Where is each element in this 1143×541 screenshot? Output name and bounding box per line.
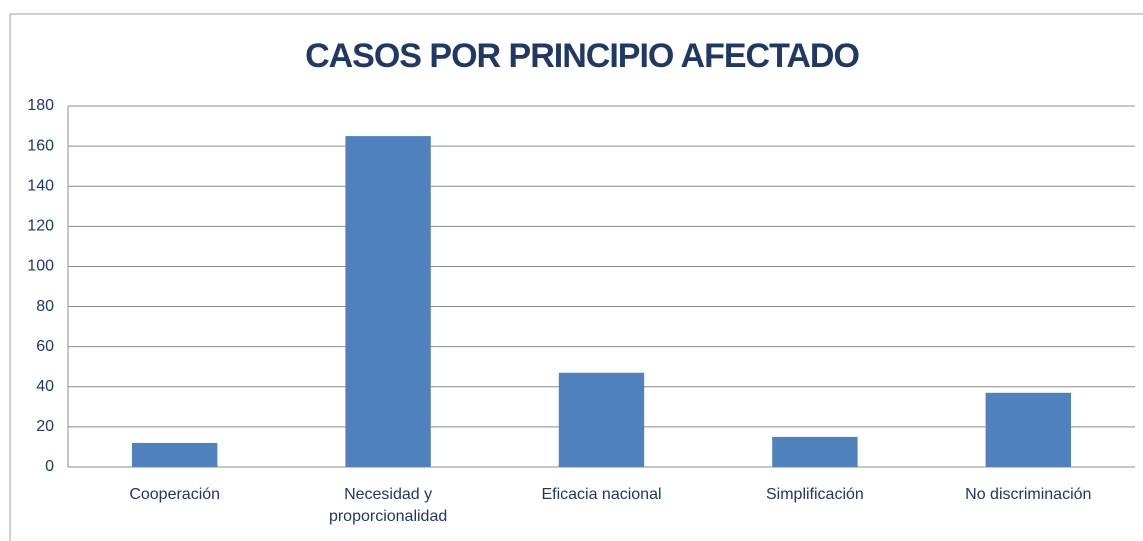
- y-tick-label: 60: [36, 338, 54, 355]
- y-tick-label: 80: [36, 298, 54, 315]
- y-tick-label: 140: [27, 177, 54, 194]
- y-tick-label: 120: [27, 218, 54, 235]
- bar: [985, 392, 1071, 467]
- y-tick-label: 0: [45, 458, 54, 475]
- x-tick-label: Eficacia nacional: [541, 486, 662, 503]
- y-tick-label: 100: [27, 258, 54, 275]
- y-tick-label: 180: [27, 97, 54, 114]
- x-tick-label: Simplificación: [765, 486, 864, 503]
- y-tick-label: 160: [27, 137, 54, 154]
- x-tick-label: Necesidad y proporcionalidad: [328, 486, 448, 525]
- y-tick-label: 20: [36, 418, 54, 435]
- bar: [558, 372, 645, 467]
- y-tick-label: 40: [36, 378, 54, 395]
- x-tick-label: Cooperación: [129, 486, 221, 503]
- x-tick-label: No discriminación: [965, 486, 1092, 503]
- bar: [772, 436, 858, 467]
- chart-title: CASOS POR PRINCIPIO AFECTADO: [305, 37, 859, 75]
- bar: [345, 136, 431, 468]
- bar: [132, 442, 218, 467]
